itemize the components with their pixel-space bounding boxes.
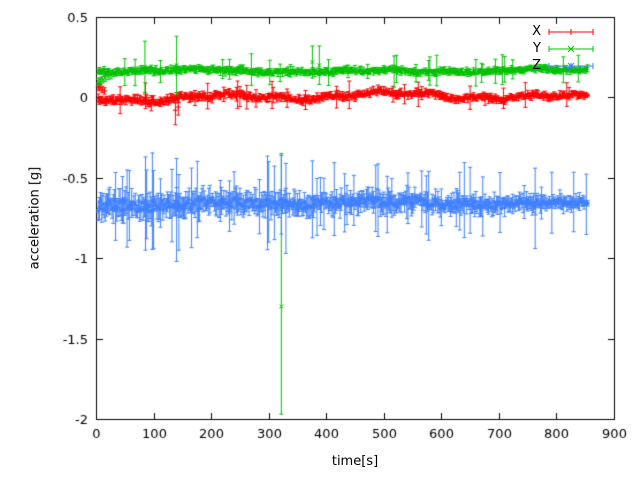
legend-sample-plus-icon bbox=[548, 28, 594, 35]
legend-entry: Y bbox=[532, 40, 594, 57]
y-axis-label: acceleration [g] bbox=[27, 166, 43, 270]
legend-sample-cross-icon bbox=[548, 45, 594, 52]
legend-entry: Z bbox=[532, 57, 594, 74]
x-axis-label: time[s] bbox=[331, 454, 379, 469]
legend-label: X bbox=[532, 24, 541, 39]
legend-label: Z bbox=[532, 58, 541, 73]
legend-entry: X bbox=[532, 23, 594, 40]
legend-sample-star-icon bbox=[548, 62, 594, 69]
legend-label: Y bbox=[533, 41, 541, 56]
